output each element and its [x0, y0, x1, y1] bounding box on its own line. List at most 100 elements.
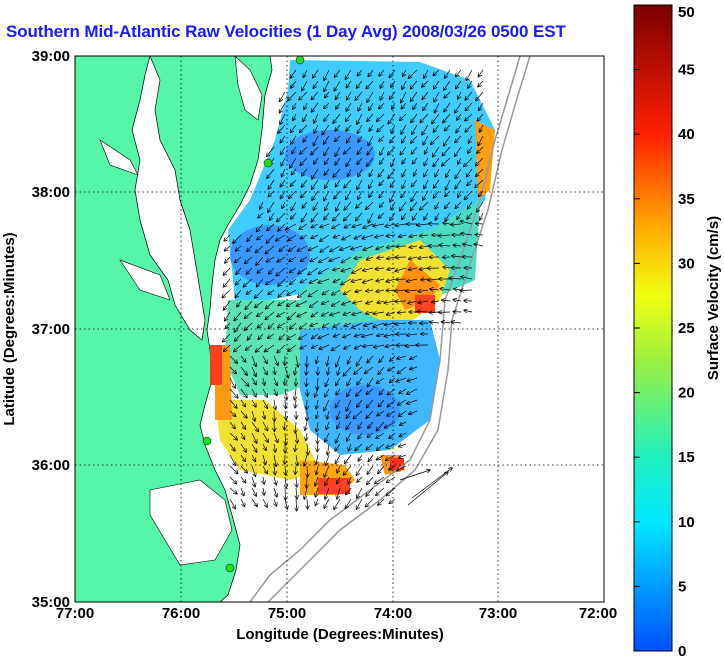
velocity-vector [309, 300, 319, 307]
velocity-vector [324, 113, 330, 121]
velocity-vector [274, 366, 275, 374]
station-marker [263, 158, 273, 168]
velocity-vector [376, 290, 385, 292]
velocity-vector [235, 289, 242, 298]
river-inlet [119, 259, 171, 301]
velocity-vector [379, 69, 385, 76]
velocity-vector [273, 355, 278, 365]
velocity-vector [257, 267, 264, 273]
velocity-vector [246, 289, 253, 294]
velocity-vector [363, 345, 374, 347]
velocity-vector [357, 157, 363, 164]
velocity-vector [347, 388, 352, 396]
velocity-vector [322, 311, 330, 316]
velocity-vector [301, 179, 308, 187]
velocity-vector [410, 367, 418, 369]
velocity-vector [457, 212, 462, 219]
velocity-vector [268, 322, 275, 328]
velocity-vector [285, 487, 286, 500]
velocity-vector [344, 201, 352, 210]
y-tick-label: 36:00 [32, 457, 70, 474]
velocity-vector [477, 113, 484, 121]
velocity-vector [377, 377, 385, 383]
velocity-vector [346, 410, 352, 418]
velocity-vector [299, 322, 308, 329]
velocity-vector [313, 69, 319, 78]
velocity-vector [317, 443, 318, 451]
colorbar-tick-label: 45 [678, 62, 695, 79]
velocity-vector [327, 355, 329, 366]
velocity-vector [312, 333, 319, 339]
velocity-vector [386, 454, 396, 461]
velocity-vector [368, 69, 374, 77]
velocity-vector [274, 498, 276, 506]
velocity-vector [424, 212, 429, 220]
velocity-vector [346, 157, 352, 166]
velocity-vector [334, 190, 341, 199]
velocity-vector [455, 201, 462, 208]
velocity-vector [268, 201, 275, 212]
velocity-vector [400, 201, 407, 211]
velocity-vector [434, 91, 440, 102]
velocity-vector [400, 421, 407, 425]
velocity-vector [428, 279, 440, 280]
velocity-vector [229, 410, 236, 416]
velocity-vector [378, 498, 385, 505]
velocity-vector [251, 454, 255, 461]
velocity-vector [442, 300, 451, 301]
velocity-vector [465, 124, 473, 132]
velocity-vector [367, 157, 374, 166]
velocity-vector [325, 476, 330, 485]
x-tick-labels: 77:00 76:00 75:00 74:00 73:00 72:00 [56, 605, 617, 622]
velocity-vector [334, 498, 341, 509]
velocity-vector [345, 69, 352, 79]
velocity-vector [376, 421, 385, 431]
velocity-vectors [222, 69, 484, 511]
velocity-vector [356, 498, 363, 509]
velocity-vector [240, 465, 247, 473]
velocity-vector [245, 300, 253, 309]
velocity-vector [280, 113, 286, 124]
velocity-vector [388, 113, 396, 124]
velocity-vector [295, 443, 296, 451]
x-tick-label: 72:00 [579, 605, 617, 622]
velocity-vector [278, 223, 286, 231]
velocity-vector [300, 146, 308, 154]
velocity-vector [378, 212, 385, 218]
velocity-vector [409, 410, 418, 414]
velocity-vector [295, 399, 296, 408]
colorbar-tick-label: 40 [678, 126, 695, 143]
station-marker [225, 563, 235, 573]
velocity-vector [396, 377, 407, 382]
velocity-vector [290, 69, 297, 78]
velocity-vector [224, 300, 231, 310]
x-tick-label: 73:00 [479, 605, 517, 622]
velocity-vector [397, 465, 407, 471]
velocity-vector [435, 201, 440, 209]
velocity-vector [285, 410, 286, 420]
velocity-vector [316, 399, 318, 409]
velocity-vector [240, 399, 246, 407]
velocity-vector [295, 366, 296, 375]
velocity-vector [274, 443, 275, 452]
velocity-vector [464, 190, 473, 199]
velocity-vector [388, 146, 396, 155]
velocity-vector [376, 279, 385, 281]
velocity-vector [440, 289, 451, 290]
velocity-vector [225, 322, 231, 328]
velocity-vector [336, 355, 341, 367]
velocity-vector [234, 322, 242, 332]
velocity-vector [319, 256, 330, 262]
velocity-vector [263, 443, 266, 450]
velocity-vector [412, 124, 418, 134]
velocity-vector [341, 256, 352, 263]
velocity-vector [336, 377, 341, 385]
velocity-vector [380, 80, 385, 88]
velocity-vector [366, 301, 374, 303]
velocity-vector [377, 124, 385, 132]
velocity-vector [458, 190, 462, 197]
velocity-vector [282, 201, 285, 208]
velocity-vector [325, 157, 330, 164]
velocity-vector [373, 312, 385, 314]
